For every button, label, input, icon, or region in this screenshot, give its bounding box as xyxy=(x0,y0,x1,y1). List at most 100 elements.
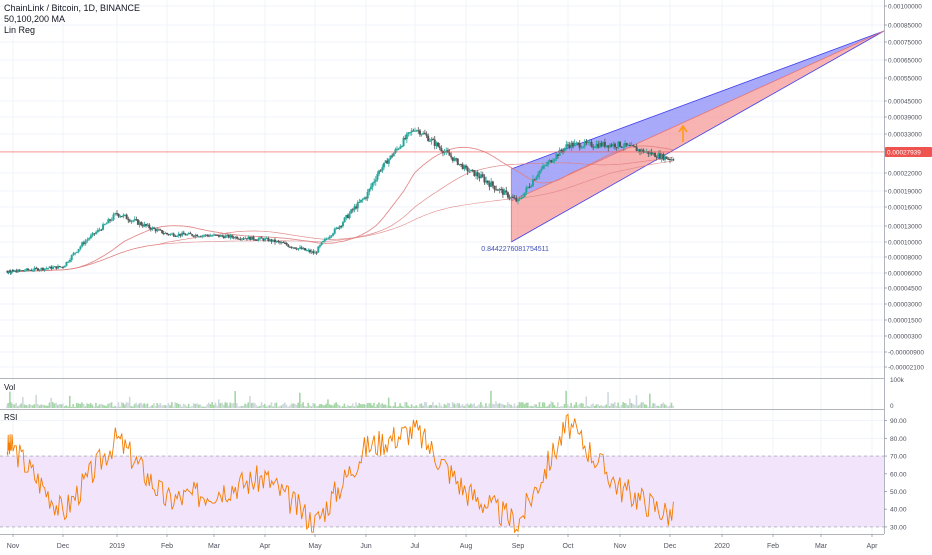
volume-bar xyxy=(672,405,674,408)
candle-body xyxy=(590,141,593,147)
volume-bar xyxy=(315,405,318,408)
candle-body xyxy=(530,185,533,188)
volume-bar xyxy=(162,405,165,408)
candle-body xyxy=(145,224,148,226)
volume-bar xyxy=(670,402,673,408)
volume-bar xyxy=(642,402,644,408)
volume-bar xyxy=(70,406,73,408)
candle-body xyxy=(577,142,580,144)
volume-bar xyxy=(511,406,514,408)
candle-body xyxy=(345,215,348,218)
candle-body xyxy=(84,240,87,244)
candle-body xyxy=(340,225,343,227)
price-tick-label: 0.00045000 xyxy=(888,99,922,106)
candle-body xyxy=(37,268,39,271)
volume-bar xyxy=(391,406,393,408)
candle-body xyxy=(176,235,179,237)
candle-body xyxy=(279,241,281,243)
candle-body xyxy=(304,248,306,251)
volume-bar xyxy=(493,404,496,408)
candle-body xyxy=(89,235,92,239)
volume-bar xyxy=(239,406,241,408)
volume-bar xyxy=(501,404,504,408)
volume-bar xyxy=(346,404,349,408)
candle-body xyxy=(585,141,588,144)
volume-bar xyxy=(285,404,288,408)
candle-body xyxy=(374,179,377,182)
volume-bar xyxy=(548,404,551,408)
candle-body xyxy=(27,268,29,270)
candle-body xyxy=(520,197,523,199)
volume-bar xyxy=(355,402,357,408)
candle-body xyxy=(161,230,164,234)
volume-bar xyxy=(580,403,583,408)
candle-body xyxy=(318,245,321,247)
time-tick-label: Feb xyxy=(161,543,173,550)
candle-body xyxy=(11,270,14,273)
volume-bar xyxy=(417,406,419,408)
volume-bar xyxy=(414,406,416,408)
volume-bar xyxy=(201,406,203,408)
rsi-tick-label: 30.00 xyxy=(890,524,907,531)
volume-bar xyxy=(81,402,83,408)
candle-body xyxy=(498,188,501,191)
price-tick-label: 0.00055000 xyxy=(888,76,922,83)
volume-bar xyxy=(437,406,439,408)
candle-body xyxy=(192,235,195,237)
candle-body xyxy=(607,145,610,148)
candle-body xyxy=(284,242,286,244)
volume-bar xyxy=(471,404,474,408)
candle-body xyxy=(639,149,641,152)
volume-bar xyxy=(527,402,529,408)
volume-bar xyxy=(445,405,447,408)
candle-body xyxy=(417,130,420,132)
time-tick-label: Jul xyxy=(411,543,420,550)
candle-body xyxy=(657,153,660,158)
candle-body xyxy=(199,236,202,238)
volume-bar xyxy=(277,406,279,408)
volume-bar xyxy=(57,405,59,408)
time-tick-label: 2019 xyxy=(109,543,125,550)
volume-bar xyxy=(62,403,64,408)
rsi-tick-label: 50.00 xyxy=(890,489,907,496)
volume-tick-label: 100k xyxy=(890,377,905,384)
volume-bar xyxy=(89,403,92,408)
linreg-legend: Lin Reg xyxy=(4,25,36,35)
candle-body xyxy=(48,266,51,269)
candle-body xyxy=(650,152,653,155)
volume-bar xyxy=(254,403,256,408)
candle-body xyxy=(22,270,24,272)
candle-body xyxy=(490,181,493,187)
candle-body xyxy=(649,152,651,155)
volume-bar xyxy=(9,391,11,408)
candle-body xyxy=(343,217,346,223)
volume-bar xyxy=(72,403,75,408)
candle-body xyxy=(415,130,418,132)
candle-body xyxy=(358,201,361,203)
candle-body xyxy=(485,180,488,183)
volume-bar xyxy=(593,405,596,408)
volume-bar xyxy=(376,404,379,408)
volume-bar xyxy=(627,405,629,408)
candle-body xyxy=(575,142,578,144)
volume-bar xyxy=(310,406,313,408)
candles xyxy=(6,127,675,275)
candle-body xyxy=(33,267,36,271)
candle-body xyxy=(659,153,661,159)
candle-body xyxy=(335,227,338,229)
candle-body xyxy=(240,238,243,240)
volume-bar xyxy=(423,402,426,408)
volume-bar xyxy=(189,406,192,408)
volume-bar xyxy=(282,403,284,408)
candle-body xyxy=(132,220,135,222)
volume-bar xyxy=(196,403,198,408)
volume-bar xyxy=(361,404,364,408)
candle-body xyxy=(38,269,41,271)
volume-bar xyxy=(465,404,467,408)
volume-bar xyxy=(290,403,293,408)
volume-bar xyxy=(573,404,576,408)
volume-bar xyxy=(177,403,180,408)
volume-bar xyxy=(587,406,589,408)
volume-bar xyxy=(496,403,499,408)
